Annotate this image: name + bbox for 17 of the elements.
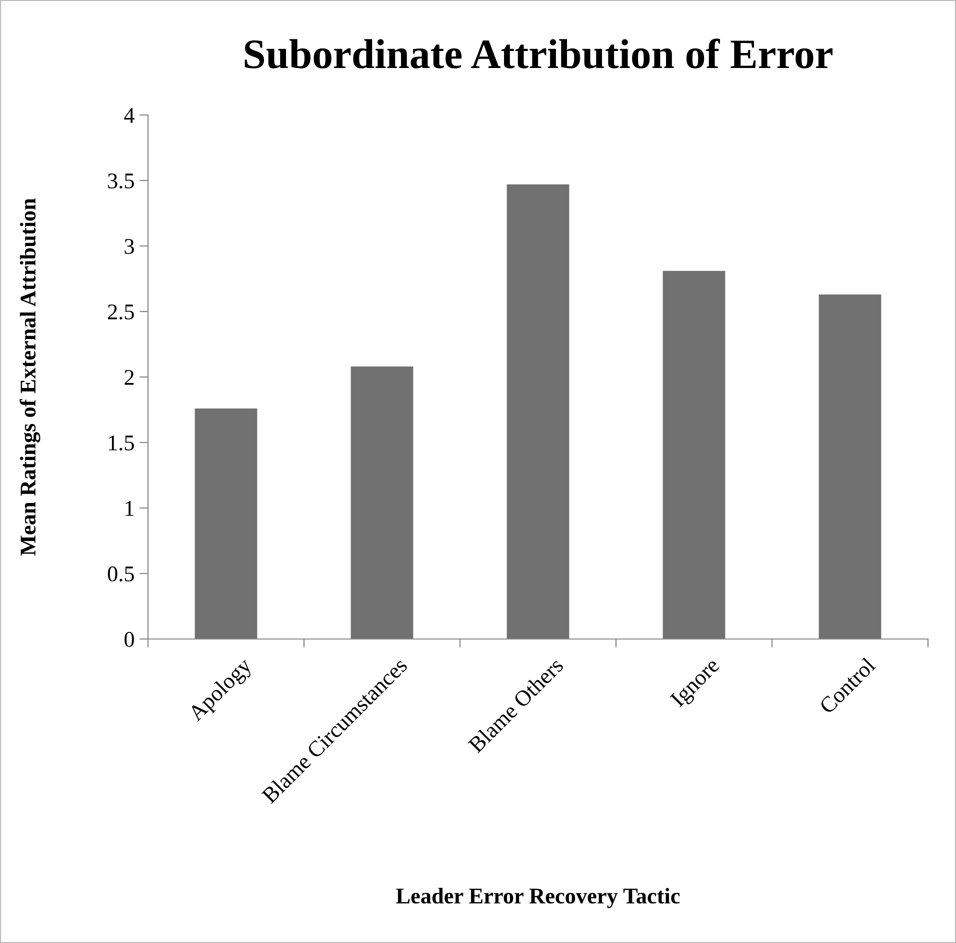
- chart-title: Subordinate Attribution of Error: [244, 38, 832, 69]
- bar: [506, 184, 570, 639]
- y-tick-label: 3.5: [108, 173, 134, 189]
- y-tick-label: 1.5: [108, 436, 134, 451]
- y-tick-label: 1: [126, 501, 134, 516]
- y-tick-label: 2.5: [108, 304, 134, 320]
- bar: [350, 366, 414, 639]
- y-tick-label: 3: [124, 238, 134, 254]
- bar: [194, 408, 258, 639]
- y-tick-label: 4: [124, 108, 134, 123]
- bar: [818, 294, 882, 639]
- x-axis-title: Leader Error Recovery Tactic: [396, 888, 680, 908]
- bar: [662, 270, 726, 639]
- y-tick-label: 0.5: [108, 566, 134, 582]
- y-axis-title: Mean Ratings of External Attribution: [20, 198, 40, 556]
- y-tick-label: 2: [124, 370, 134, 385]
- y-tick-label: 0: [124, 632, 134, 647]
